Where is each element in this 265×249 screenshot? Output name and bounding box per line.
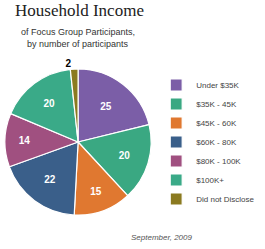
- svg-text:Household Income: Household Income: [15, 1, 144, 20]
- svg-text:by number of participants: by number of participants: [27, 39, 129, 49]
- svg-text:$45K - 60K: $45K - 60K: [196, 119, 237, 128]
- svg-text:of Focus Group Participants,: of Focus Group Participants,: [21, 27, 135, 37]
- svg-text:20: 20: [43, 98, 55, 109]
- svg-text:$60K - 80K: $60K - 80K: [196, 138, 237, 147]
- svg-text:20: 20: [119, 150, 131, 161]
- svg-text:September, 2009: September, 2009: [131, 233, 192, 242]
- svg-text:$80K - 100K: $80K - 100K: [196, 157, 241, 166]
- svg-text:2: 2: [65, 58, 71, 69]
- svg-text:22: 22: [44, 174, 56, 185]
- svg-text:$100K+: $100K+: [196, 176, 224, 185]
- svg-text:$35K - 45K: $35K - 45K: [196, 100, 237, 109]
- svg-text:Under $35K: Under $35K: [196, 81, 239, 90]
- svg-text:Did not Disclose: Did not Disclose: [196, 195, 254, 204]
- svg-text:25: 25: [100, 101, 112, 112]
- svg-text:15: 15: [90, 186, 102, 197]
- svg-text:14: 14: [19, 135, 31, 146]
